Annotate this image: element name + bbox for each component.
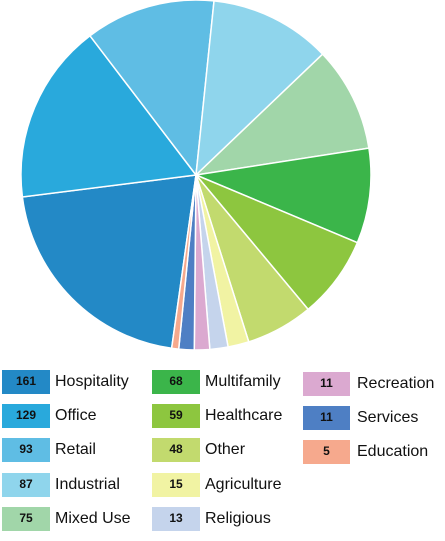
legend-swatch	[303, 372, 350, 396]
legend-swatch	[152, 438, 200, 462]
legend-label: Agriculture	[205, 476, 282, 493]
legend-label: Healthcare	[205, 407, 282, 424]
legend-label: Religious	[205, 510, 271, 527]
pie-slice	[195, 0, 324, 177]
legend-label: Office	[55, 407, 97, 424]
pie-slice	[193, 147, 372, 244]
legend-value: 129	[16, 408, 36, 422]
pie-slice	[193, 53, 370, 177]
legend-value: 161	[16, 374, 36, 388]
legend-label: Services	[357, 409, 418, 426]
legend-value: 11	[320, 376, 333, 390]
legend-value: 68	[169, 374, 183, 388]
pie-slice	[88, 0, 215, 177]
legend-swatch	[2, 438, 50, 462]
legend-swatch	[303, 440, 350, 464]
legend-value: 59	[169, 408, 183, 422]
pie-slice	[20, 34, 198, 198]
legend-value: 13	[169, 511, 183, 525]
legend-label: Multifamily	[205, 373, 281, 390]
legend-swatch	[2, 473, 50, 497]
legend-label: Recreation	[357, 375, 434, 392]
legend-swatch	[152, 507, 200, 531]
legend-value: 11	[320, 410, 333, 424]
pie-slice	[170, 174, 197, 350]
legend-value: 75	[19, 511, 33, 525]
legend-label: Hospitality	[55, 373, 129, 390]
legend-label: Retail	[55, 441, 96, 458]
legend-swatch	[152, 404, 200, 428]
legend-swatch	[2, 370, 50, 394]
legend-swatch	[303, 406, 350, 430]
pie-slice	[21, 174, 197, 350]
legend-value: 5	[323, 444, 330, 458]
legend-swatch	[2, 507, 50, 531]
legend-value: 15	[169, 477, 183, 491]
legend-swatch	[152, 473, 200, 497]
legend-label: Other	[205, 441, 246, 458]
legend-value: 93	[19, 442, 33, 456]
legend-label: Mixed Use	[55, 510, 131, 527]
legend-value: 48	[169, 442, 183, 456]
legend-swatch	[152, 370, 200, 394]
legend-label: Education	[357, 443, 428, 460]
legend-swatch	[2, 404, 50, 428]
legend-label: Industrial	[55, 476, 120, 493]
legend-value: 87	[19, 477, 33, 491]
